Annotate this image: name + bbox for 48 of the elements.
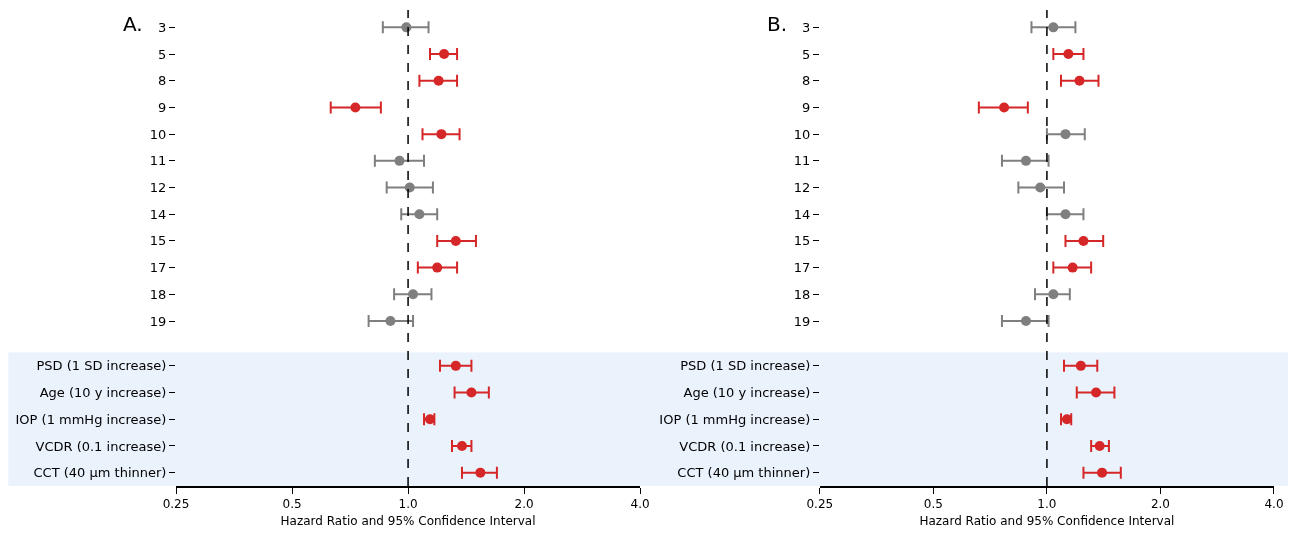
x-tick-label: 0.5 [282,497,302,512]
y-tick-label: 9 [801,99,811,115]
y-tick-label: VCDR (0.1 increase) [35,438,167,454]
y-tick-label: PSD (1 SD increase) [36,358,167,374]
y-tick-label: 18 [149,286,167,302]
chart-title: B. [767,12,788,36]
y-tick-label: 14 [793,206,811,222]
x-tick-label: 0.25 [162,497,190,512]
y-tick-label: 11 [149,153,167,169]
chart-title: A. [123,12,143,36]
y-tick-label: 17 [149,260,167,276]
y-tick-label: IOP (1 mmHg increase) [659,411,811,427]
x-tick-label: 1.0 [1037,497,1057,512]
y-tick-label: 19 [793,313,811,329]
x-tick-label: 2.0 [1150,497,1170,512]
y-tick-label: 5 [158,46,167,62]
y-tick-label: 19 [149,313,167,329]
y-tick-label: 17 [793,260,811,276]
y-tick-label: 5 [801,46,811,62]
y-tick-label: PSD (1 SD increase) [680,358,811,374]
y-tick-label: 9 [158,99,167,115]
y-tick-label: 12 [793,180,811,196]
x-tick-label: 4.0 [630,497,650,512]
y-tick-label: 3 [801,19,811,35]
y-tick-label: Age (10 y increase) [683,385,811,401]
y-tick-label: 8 [158,73,167,89]
y-tick-label: 15 [149,233,167,249]
y-tick-label: IOP (1 mmHg increase) [15,411,167,427]
x-tick-label: 4.0 [1264,497,1284,512]
x-axis-title: Hazard Ratio and 95% Confidence Interval [919,513,1175,528]
y-tick-label: 8 [801,73,811,89]
y-tick-label: 3 [158,19,167,35]
y-tick-label: Age (10 y increase) [39,385,167,401]
y-tick-label: 10 [793,126,811,142]
y-tick-label: 11 [793,153,811,169]
y-tick-label: VCDR (0.1 increase) [679,438,811,454]
x-tick-label: 2.0 [514,497,534,512]
x-axis-title: Hazard Ratio and 95% Confidence Interval [280,513,536,528]
y-tick-label: 12 [149,180,167,196]
x-tick-label: 0.5 [923,497,943,512]
y-tick-label: 10 [149,126,167,142]
x-tick-label: 1.0 [398,497,418,512]
y-tick-label: 14 [149,206,167,222]
y-tick-label: CCT (40 µm thinner) [677,465,811,481]
y-tick-label: 15 [793,233,811,249]
x-tick-label: 0.25 [806,497,834,512]
y-tick-label: CCT (40 µm thinner) [33,465,167,481]
y-tick-label: 18 [793,286,811,302]
